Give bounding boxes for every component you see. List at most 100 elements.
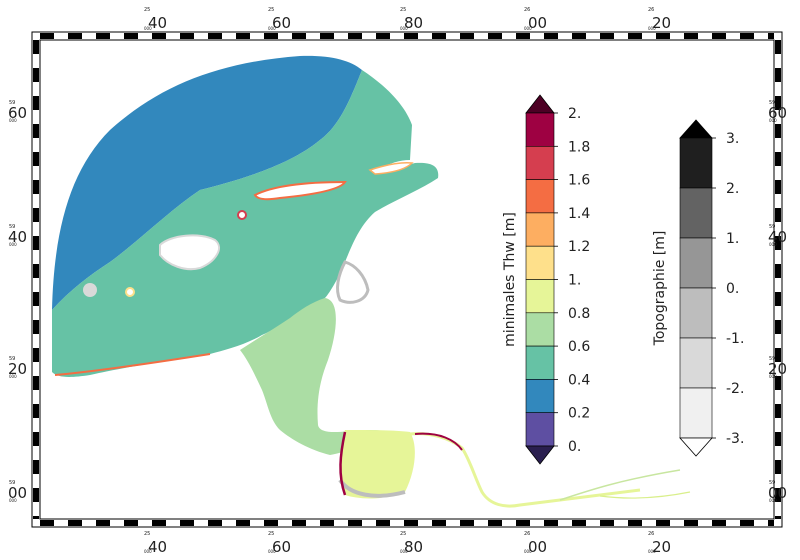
colorbar-segment: [525, 412, 555, 447]
frame-tick: [40, 520, 54, 526]
frame-tick: [775, 376, 781, 390]
y-tick-small: 59: [9, 356, 15, 362]
island-2: [253, 180, 347, 201]
topography-colorbar: 3. 2. 1. 0. -1. -2. -3. Topographie [m]: [652, 119, 744, 457]
x-tick-small: 000: [268, 26, 276, 31]
colorbar-tick-label: 1.: [726, 231, 739, 247]
colorbar-extend-top: [525, 94, 555, 114]
land-patch: [237, 210, 247, 220]
y-tick-small: 000: [769, 374, 777, 379]
frame-tick: [404, 520, 418, 526]
colorbar-segment: [679, 137, 713, 189]
colorbar-segment: [525, 179, 555, 214]
x-tick-label: 00: [528, 538, 547, 556]
colorbar-extend-bottom: [525, 445, 555, 465]
frame-tick: [684, 33, 698, 39]
colorbar-segment: [525, 146, 555, 180]
island-1: [159, 234, 220, 271]
y-tick-small: 000: [9, 118, 17, 123]
colorbar-tick-label: 2.: [726, 181, 739, 197]
frame-tick: [775, 124, 781, 138]
colorbar-label: Topographie [m]: [652, 231, 668, 347]
x-tick-label: 00: [528, 14, 547, 32]
frame-tick: [33, 320, 39, 334]
frame-tick: [180, 520, 194, 526]
colorbar-tick-label: -1.: [726, 331, 744, 347]
x-tick-small: 000: [144, 26, 152, 31]
frame-tick: [775, 208, 781, 222]
colorbar-tick-label: 2.: [568, 106, 581, 122]
colorbar-tick-label: 0.: [726, 281, 739, 297]
frame-tick: [775, 516, 781, 519]
frame-tick: [775, 152, 781, 166]
y-tick-small: 59: [9, 480, 15, 486]
y-tick-label: 20: [8, 360, 27, 378]
frame-tick: [775, 320, 781, 334]
map-frame: [31, 31, 783, 528]
frame-tick: [33, 516, 39, 519]
frame-tick: [544, 520, 558, 526]
frame-tick: [208, 520, 222, 526]
frame-tick: [775, 460, 781, 474]
x-tick-small: 000: [400, 549, 408, 554]
x-tick-label: 80: [404, 538, 423, 556]
x-tick-label: 60: [272, 538, 291, 556]
y-tick-small: 000: [9, 374, 17, 379]
x-tick-small: 000: [268, 549, 276, 554]
x-tick-small: 26: [524, 531, 530, 537]
coast-edge-south: [54, 353, 211, 376]
land-patch: [125, 287, 135, 297]
frame-tick: [33, 432, 39, 446]
estuary-channel: [240, 298, 388, 455]
frame-tick: [544, 33, 558, 39]
frame-tick: [775, 432, 781, 446]
frame-tick: [740, 520, 754, 526]
colorbar-segment: [525, 345, 555, 380]
frame-tick: [33, 264, 39, 278]
frame-tick: [33, 404, 39, 418]
frame-tick: [348, 33, 362, 39]
colorbar-segment: [525, 212, 555, 247]
y-tick-small: 000: [769, 118, 777, 123]
frame-tick: [404, 33, 418, 39]
river-tributary: [559, 469, 681, 501]
frame-tick: [775, 404, 781, 418]
frame-tick: [33, 460, 39, 474]
frame-tick: [124, 520, 138, 526]
y-tick-small: 59: [769, 356, 775, 362]
colorbar-tick-label: 0.2: [568, 406, 590, 422]
x-tick-label: 40: [148, 14, 167, 32]
frame-tick: [432, 520, 446, 526]
colorbar-tick-label: 0.: [568, 439, 581, 455]
x-tick-small: 25: [400, 7, 406, 13]
colorbar-tick-label: 1.: [568, 273, 581, 289]
frame-tick: [516, 33, 530, 39]
colorbar-tick-label: -2.: [726, 381, 744, 397]
y-tick-label: 00: [8, 484, 27, 502]
frame-tick: [236, 520, 250, 526]
river-upstream: [409, 432, 641, 508]
y-tick-small: 59: [9, 100, 15, 106]
frame-tick: [775, 180, 781, 194]
frame-tick: [768, 520, 774, 526]
frame-tick: [208, 33, 222, 39]
x-tick-label: 20: [652, 538, 671, 556]
x-tick-small: 000: [648, 26, 656, 31]
y-tick-small: 59: [769, 480, 775, 486]
frame-tick: [775, 488, 781, 502]
frame-tick: [775, 348, 781, 362]
frame-tick: [628, 520, 642, 526]
land-patch: [83, 283, 97, 297]
frame-tick: [712, 33, 726, 39]
frame-tick: [33, 208, 39, 222]
frame-tick: [775, 96, 781, 110]
x-tick-small: 25: [144, 7, 150, 13]
y-tick-small: 59: [9, 224, 15, 230]
colorbar-segment: [525, 379, 555, 413]
coast-land-east: [336, 260, 370, 304]
frame-tick: [320, 520, 334, 526]
frame-tick: [33, 96, 39, 110]
colorbar-segment: [525, 279, 555, 314]
y-tick-label: 40: [8, 228, 27, 246]
frame-tick: [152, 520, 166, 526]
